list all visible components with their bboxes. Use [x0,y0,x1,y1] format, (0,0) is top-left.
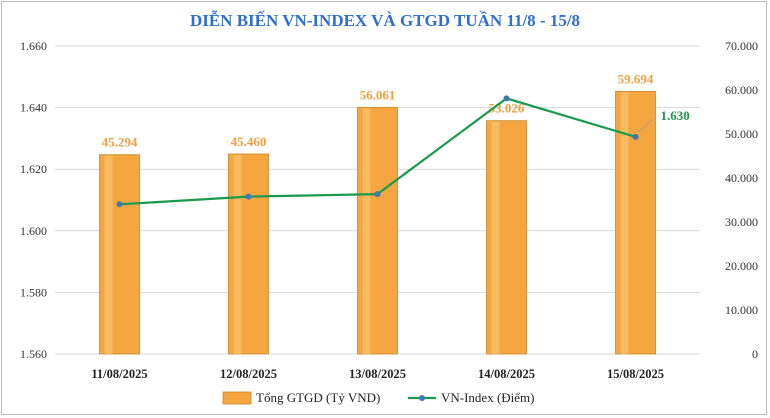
left-tick-label: 1.660 [20,39,47,53]
legend-bar-label: Tổng GTGD (Tỷ VND) [256,390,380,405]
line-series: 1.630 [116,95,690,208]
right-tick-label: 20.000 [725,259,758,273]
left-tick-label: 1.600 [20,224,47,238]
line-point [632,133,639,140]
line-label-leader [638,118,654,133]
x-tick-label: 14/08/2025 [478,367,535,381]
left-axis-ticks: 1.560 1.580 1.600 1.620 1.640 1.660 [20,39,47,361]
right-tick-label: 50.000 [725,127,758,141]
gridlines [55,45,700,355]
bar-data-label: 59.694 [618,71,654,86]
x-axis-ticks: 11/08/2025 12/08/2025 13/08/2025 14/08/2025… [91,367,664,381]
bar-highlight [491,121,500,354]
x-tick-label: 12/08/2025 [220,367,277,381]
bar-data-label: 45.460 [231,134,267,149]
line-point [503,95,510,102]
line-point [245,193,252,200]
bar-highlight [362,108,371,354]
x-tick-label: 11/08/2025 [91,367,147,381]
bar-series [99,90,656,355]
right-tick-label: 0 [752,347,758,361]
x-tick-label: 13/08/2025 [349,367,406,381]
legend-bar-swatch [222,391,252,405]
x-tick-label: 15/08/2025 [607,367,664,381]
right-tick-label: 60.000 [725,83,758,97]
left-tick-label: 1.640 [20,101,47,115]
right-tick-label: 40.000 [725,171,758,185]
left-tick-label: 1.560 [20,347,47,361]
line-data-label: 1.630 [661,108,690,123]
right-tick-label: 30.000 [725,215,758,229]
legend-line-label: VN-Index (Điểm) [441,390,535,405]
bar-highlight [104,155,113,354]
left-tick-label: 1.620 [20,162,47,176]
bar-data-label: 56.061 [360,87,396,102]
legend: Tổng GTGD (Tỷ VND) VN-Index (Điểm) [222,390,535,405]
chart-title: DIỄN BIẾN VN-INDEX VÀ GTGD TUẦN 11/8 - 1… [190,11,580,30]
right-tick-label: 10.000 [725,303,758,317]
line-point [374,191,381,198]
bar-data-label: 45.294 [102,135,138,150]
legend-line-marker [419,395,425,401]
right-axis-ticks: 0 10.000 20.000 30.000 40.000 50.000 60.000 70.… [725,39,758,361]
left-tick-label: 1.580 [20,285,47,299]
bar-highlight [620,92,629,354]
line-point [116,201,123,208]
bar-highlight [233,154,242,354]
right-tick-label: 70.000 [725,39,758,53]
